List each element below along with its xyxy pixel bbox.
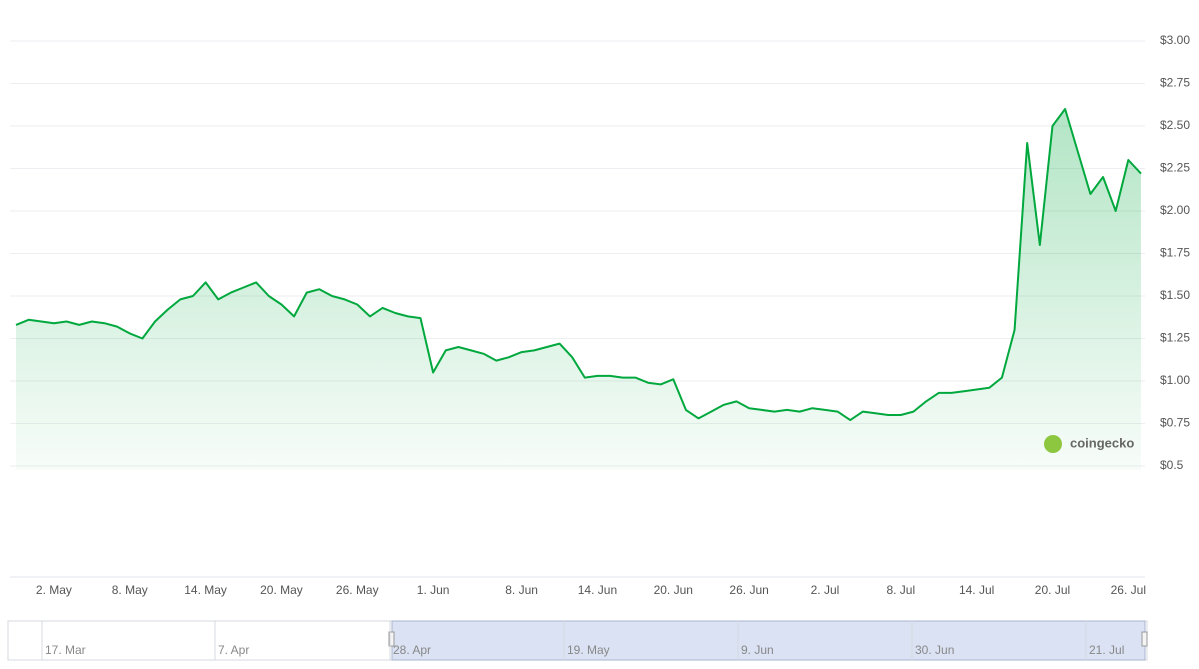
price-line (15, 108, 1142, 422)
x-tick-label: 14. May (184, 583, 227, 597)
y-tick-label: $2.25 (1160, 161, 1190, 175)
navigator-handle[interactable] (388, 631, 395, 647)
x-tick-label: 20. Jun (654, 583, 693, 597)
navigator-handle[interactable] (1141, 631, 1148, 647)
area (16, 109, 1141, 470)
y-tick-label: $1.75 (1160, 246, 1190, 260)
y-tick-label: $1.25 (1160, 331, 1190, 345)
x-tick-label: 26. Jul (1111, 583, 1146, 597)
navigator-label: 17. Mar (45, 643, 86, 657)
y-tick-label: $1.50 (1160, 288, 1190, 302)
y-tick-label: $0.75 (1160, 416, 1190, 430)
x-tick-label: 20. May (260, 583, 303, 597)
x-tick-label: 1. Jun (417, 583, 450, 597)
y-tick-label: $2.75 (1160, 76, 1190, 90)
x-tick-label: 8. Jun (505, 583, 538, 597)
y-tick-label: $2.00 (1160, 203, 1190, 217)
watermark: coingecko (1070, 435, 1134, 450)
x-tick-label: 26. May (336, 583, 379, 597)
navigator-label: 7. Apr (218, 643, 249, 657)
x-tick-label: 8. May (112, 583, 148, 597)
x-tick-label: 20. Jul (1035, 583, 1070, 597)
y-tick-label: $3.00 (1160, 33, 1190, 47)
navigator-label: 9. Jun (741, 643, 774, 657)
navigator-label: 30. Jun (915, 643, 954, 657)
y-tick-label: $2.50 (1160, 118, 1190, 132)
x-tick-label: 14. Jun (578, 583, 617, 597)
y-tick-label: $0.5 (1160, 458, 1184, 472)
navigator-label: 19. May (567, 643, 610, 657)
x-tick-label: 2. May (36, 583, 72, 597)
x-tick-label: 14. Jul (959, 583, 994, 597)
y-tick-label: $1.00 (1160, 373, 1190, 387)
x-tick-label: 2. Jul (811, 583, 840, 597)
x-tick-label: 8. Jul (886, 583, 915, 597)
x-tick-label: 26. Jun (729, 583, 768, 597)
navigator-label: 28. Apr (393, 643, 431, 657)
navigator-selection (391, 620, 1146, 661)
navigator-label: 21. Jul (1089, 643, 1124, 657)
logo (1044, 435, 1062, 453)
